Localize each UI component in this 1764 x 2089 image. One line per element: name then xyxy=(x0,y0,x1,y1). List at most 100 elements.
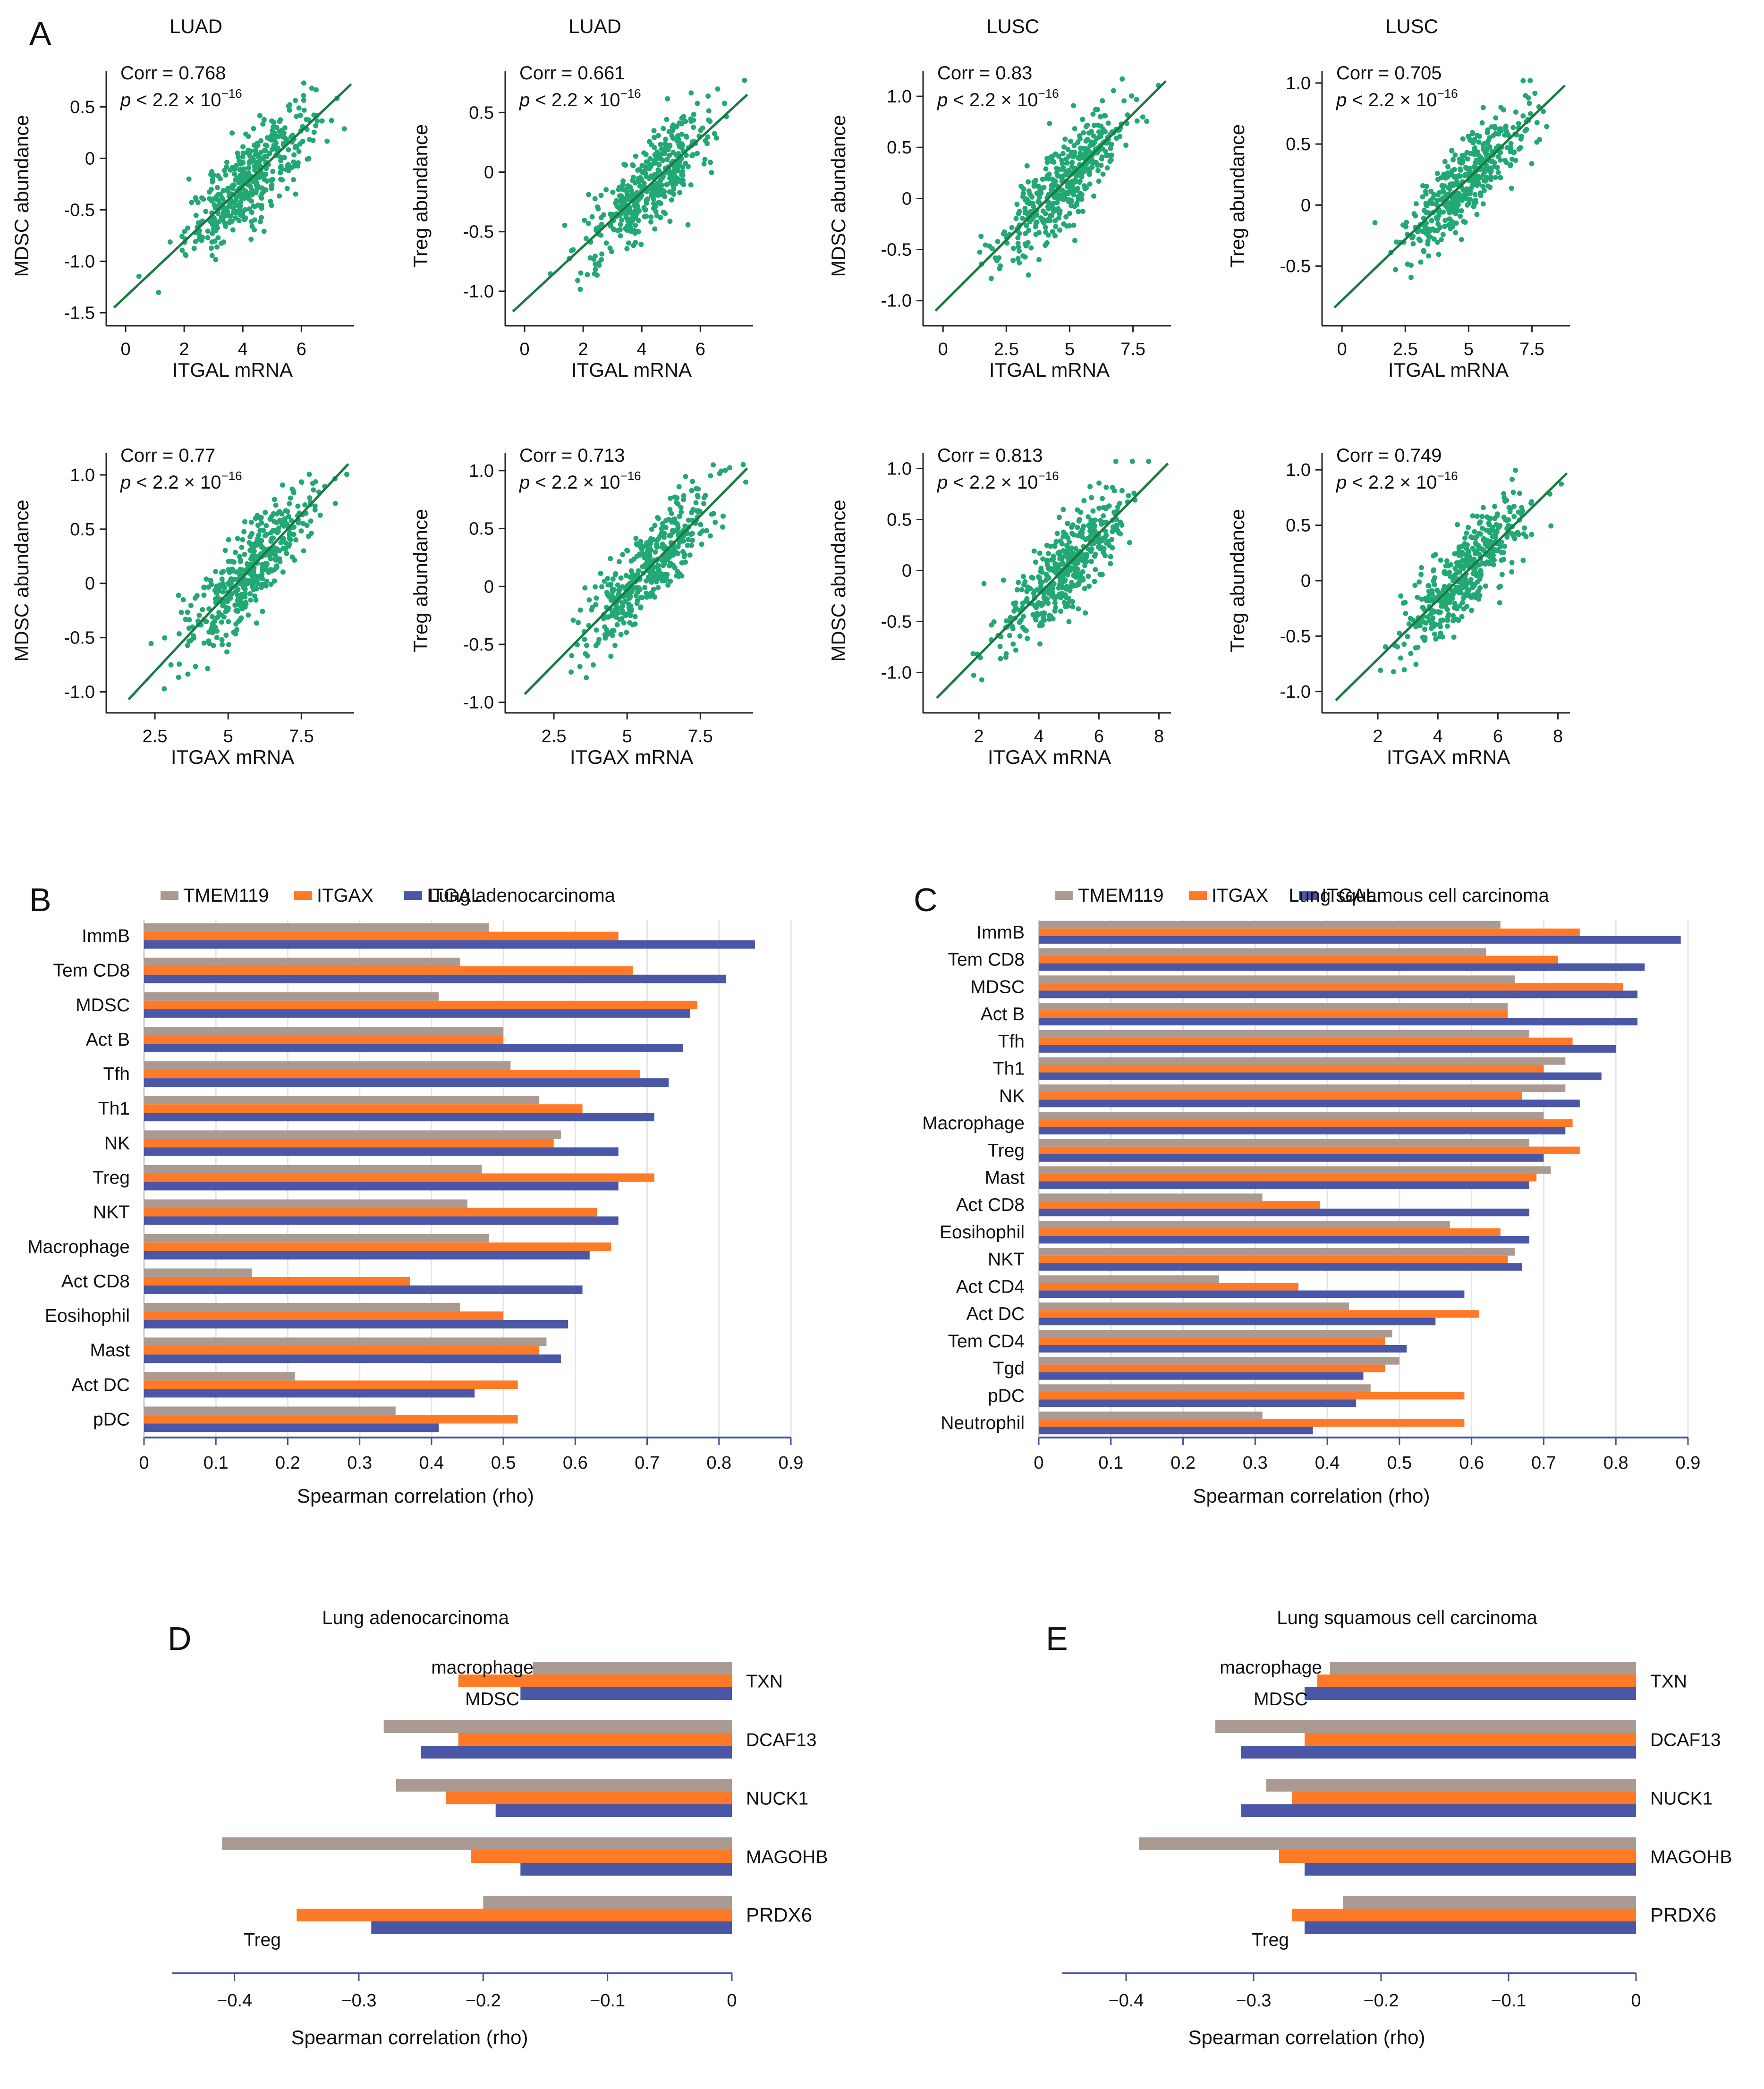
scatter-point xyxy=(669,197,674,203)
x-tick-label: 7.5 xyxy=(688,727,713,746)
bar-tmem119 xyxy=(1039,1139,1529,1147)
p-symbol: p xyxy=(120,472,131,493)
y-tick-label: 1.0 xyxy=(1286,460,1311,480)
scatter-point xyxy=(232,166,237,172)
scatter-point xyxy=(1113,527,1119,533)
scatter-point xyxy=(632,203,637,208)
scatter-point xyxy=(1416,579,1422,585)
scatter-point xyxy=(1475,179,1481,185)
scatter-point xyxy=(1455,569,1461,575)
scatter-point xyxy=(232,602,238,608)
scatter-point xyxy=(1478,531,1483,537)
scatter-point xyxy=(1486,520,1492,526)
scatter-point xyxy=(620,187,626,193)
scatter-point xyxy=(213,257,219,262)
scatter-point xyxy=(1020,253,1026,259)
category-label: Tem CD4 xyxy=(948,1331,1025,1352)
y-tick-label: -1.0 xyxy=(1280,682,1311,702)
scatter-point xyxy=(614,622,620,627)
scatter-point xyxy=(648,214,654,220)
scatter-point xyxy=(1476,152,1482,158)
category-label: Act B xyxy=(981,1004,1025,1024)
x-tick-label: 0.1 xyxy=(204,1453,229,1473)
scatter-point xyxy=(1427,198,1433,203)
scatter-point xyxy=(703,493,708,498)
category-label: Tfh xyxy=(103,1064,130,1084)
scatter-point xyxy=(1445,164,1450,169)
scatter-point xyxy=(1418,572,1424,577)
scatter-point xyxy=(715,86,721,92)
scatter-point xyxy=(313,123,319,128)
scatter-point xyxy=(677,571,683,577)
scatter-point xyxy=(148,641,154,646)
scatter-point xyxy=(1501,515,1507,520)
scatter-point xyxy=(605,630,611,635)
scatter-point xyxy=(1072,126,1077,132)
scatter-title: LUAD xyxy=(568,15,621,37)
scatter-point xyxy=(1480,184,1486,189)
scatter-point xyxy=(608,556,613,561)
scatter-point xyxy=(1052,600,1058,606)
y-tick-label: 0 xyxy=(1301,571,1311,591)
scatter-point xyxy=(1100,536,1106,541)
scatter-point xyxy=(1056,515,1062,520)
scatter-point xyxy=(1065,572,1070,578)
scatter-point xyxy=(286,514,292,519)
scatter-point xyxy=(237,567,243,572)
scatter-point xyxy=(1456,617,1461,623)
bar-itgax xyxy=(144,1346,540,1355)
scatter-point xyxy=(668,173,674,179)
bar-treg xyxy=(1241,1804,1636,1817)
scatter-point xyxy=(1501,491,1507,497)
scatter-point xyxy=(1467,191,1473,196)
scatter-point xyxy=(1425,583,1431,589)
scatter-point xyxy=(219,240,224,246)
scatter-point xyxy=(685,222,691,228)
scatter-point xyxy=(180,597,186,602)
scatter-point xyxy=(240,144,246,150)
x-tick-label: 0.2 xyxy=(275,1453,300,1473)
scatter-point xyxy=(593,584,598,590)
scatter-point xyxy=(653,549,658,555)
scatter-point xyxy=(1452,600,1458,606)
scatter-point xyxy=(1044,558,1050,563)
scatter-point xyxy=(270,128,275,134)
scatter-point xyxy=(672,520,678,525)
scatter-point xyxy=(252,557,258,562)
x-axis-label: ITGAL mRNA xyxy=(172,359,293,381)
scatter-point xyxy=(248,597,254,603)
scatter-point xyxy=(1440,232,1446,237)
x-tick-label: 7.5 xyxy=(289,727,314,746)
scatter-point xyxy=(261,117,267,122)
scatter-point xyxy=(1101,513,1106,519)
scatter-point xyxy=(1060,151,1066,156)
scatter-point xyxy=(662,141,668,146)
x-tick-label: 0.8 xyxy=(1603,1453,1628,1473)
scatter-point xyxy=(1450,157,1456,162)
category-label: Mast xyxy=(984,1168,1025,1188)
p-value-base: < 2.2 × 10 xyxy=(948,90,1038,110)
scatter-point xyxy=(1088,139,1094,145)
scatter-point xyxy=(630,622,636,628)
scatter-point xyxy=(254,182,259,188)
scatter-point xyxy=(612,572,618,577)
scatter-point xyxy=(1527,101,1532,106)
p-value-exponent: −16 xyxy=(1038,86,1059,101)
y-axis-label: Treg abundance xyxy=(1226,509,1248,652)
scatter-point xyxy=(608,223,613,229)
scatter-point xyxy=(260,566,265,571)
scatter-point xyxy=(193,195,198,201)
scatter-point xyxy=(582,585,588,591)
scatter-point xyxy=(689,531,695,536)
scatter-point xyxy=(1071,143,1077,148)
scatter-point xyxy=(659,531,664,536)
scatter-point xyxy=(1443,597,1449,602)
scatter-point xyxy=(672,494,678,500)
scatter-point xyxy=(667,189,672,195)
bar-itgax xyxy=(1039,1228,1501,1236)
x-tick-label: 0.5 xyxy=(1387,1453,1412,1473)
scatter-point xyxy=(658,215,663,220)
scatter-point xyxy=(185,225,191,231)
scatter-point xyxy=(227,218,233,224)
p-value-text: p < 2.2 × 10−16 xyxy=(120,86,242,110)
